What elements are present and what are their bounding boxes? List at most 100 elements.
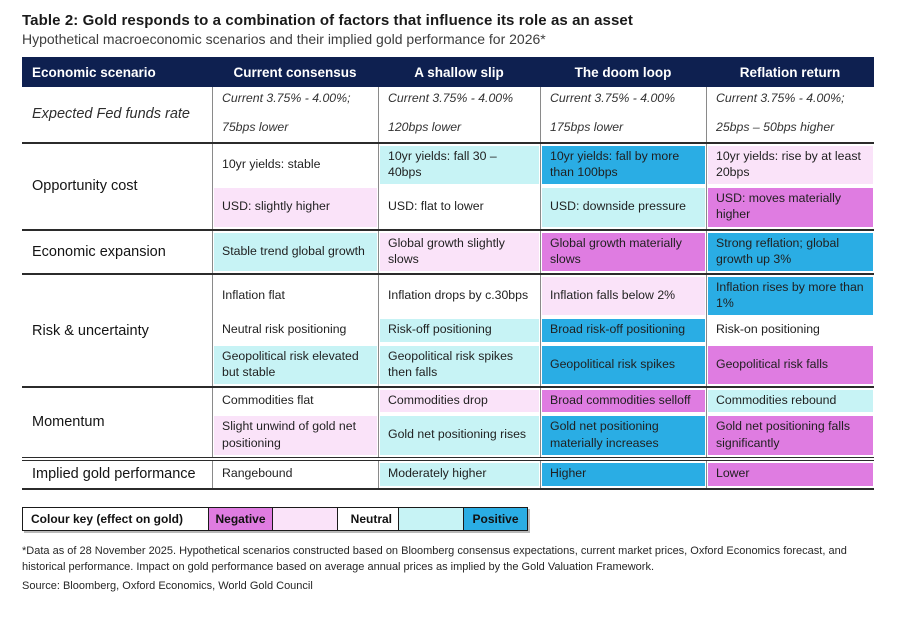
row-group: Opportunity cost 10yr yields: stable 10yr … (22, 141, 874, 229)
page: Table 2: Gold responds to a combination … (0, 12, 903, 639)
table-cell: Risk-off positioning (378, 317, 540, 344)
table-cell: Inflation flat (212, 275, 378, 318)
table-cell: Rangebound (212, 461, 378, 488)
column-header: Current consensus (233, 64, 357, 80)
table-cell: Geopolitical risk elevated but stable (212, 343, 378, 387)
colour-key-swatch-pos2: Positive (463, 506, 528, 531)
table-cell-value: Geopolitical risk elevated but stable (214, 345, 377, 385)
table-cell: Gold net positioning materially increase… (540, 414, 706, 457)
table-cell: Current 3.75% - 4.00%; 75bps lower (212, 87, 378, 142)
table-cell-value: Commodities rebound (708, 390, 873, 413)
row-group: Expected Fed funds rate Current 3.75% - 4… (22, 87, 874, 142)
table-cell: Inflation rises by more than 1% (706, 275, 874, 318)
table-cell-value: Gold net positioning rises (380, 416, 539, 455)
table-cell: Inflation drops by c.30bps (378, 275, 540, 318)
table-cell-value: Commodities drop (380, 390, 539, 413)
table-cell-value: USD: slightly higher (214, 188, 377, 227)
row-group: Risk & uncertainty Inflation flat Inflatio… (22, 273, 874, 387)
table-cell: Moderately higher (378, 461, 540, 488)
table-cell: Global growth materially slows (540, 230, 706, 274)
column-header: Economic scenario (32, 64, 156, 80)
table-cell-value: USD: flat to lower (380, 188, 539, 227)
table-cell-value: Inflation falls below 2% (542, 277, 705, 316)
table-cell-value: 10yr yields: rise by at least 20bps (708, 145, 873, 185)
table-cell: Commodities flat (212, 388, 378, 415)
table-cell: Geopolitical risk spikes (540, 343, 706, 387)
table-cell-value: Stable trend global growth (214, 232, 377, 272)
table-cell: Gold net positioning rises (378, 414, 540, 457)
row-group: Implied gold performance Rangebound Modera… (22, 461, 874, 490)
table-cell-value: USD: downside pressure (542, 188, 705, 227)
colour-key-swatch-neg1 (272, 506, 338, 531)
footnote: *Data as of 28 November 2025. Hypothetic… (22, 544, 847, 574)
table-cell-value: Strong reflation; global growth up 3% (708, 232, 873, 272)
table-cell-value: Inflation rises by more than 1% (708, 277, 873, 316)
table-cell-value: 10yr yields: stable (214, 145, 377, 185)
table-cell-value: Lower (708, 463, 873, 486)
table-cell-value: Current 3.75% - 4.00%; 25bps – 50bps high… (708, 89, 873, 140)
table-cell-value: Gold net positioning materially increase… (542, 416, 705, 455)
colour-key-swatch-neutral: Neutral (337, 506, 399, 531)
column-header: Reflation return (739, 64, 841, 80)
table-cell-value: Slight unwind of gold net positioning (214, 416, 377, 455)
table-cell: Current 3.75% - 4.00% 120bps lower (378, 87, 540, 142)
table-cell-value: Risk-off positioning (380, 319, 539, 342)
table-cell: Gold net positioning falls significantly (706, 414, 874, 457)
table-cell: Geopolitical risk spikes then falls (378, 343, 540, 387)
row-group-label: Opportunity cost (32, 178, 138, 195)
table-cell: USD: slightly higher (212, 186, 378, 229)
colour-key-label: Colour key (effect on gold) (22, 506, 209, 531)
table-cell-value: Gold net positioning falls significantly (708, 416, 873, 455)
table-cell: Commodities rebound (706, 388, 874, 415)
table-cell: USD: downside pressure (540, 186, 706, 229)
table-cell: Stable trend global growth (212, 230, 378, 274)
table-cell-value: 10yr yields: fall 30 – 40bps (380, 145, 539, 185)
colour-key-swatch-pos1 (398, 506, 464, 531)
table-cell: Higher (540, 461, 706, 488)
column-header: A shallow slip (414, 64, 504, 80)
table-cell-value: Risk-on positioning (708, 319, 873, 342)
table-cell: 10yr yields: stable (212, 143, 378, 187)
table-subtitle: Hypothetical macroeconomic scenarios and… (22, 31, 546, 47)
column-header: The doom loop (574, 64, 672, 80)
table-cell-value: Current 3.75% - 4.00%; 75bps lower (214, 89, 377, 140)
row-group-label: Risk & uncertainty (32, 322, 149, 339)
table-cell-value: Neutral risk positioning (214, 319, 377, 342)
table-cell-value: Broad risk-off positioning (542, 319, 705, 342)
table-cell: Current 3.75% - 4.00% 175bps lower (540, 87, 706, 142)
table-cell-value: Current 3.75% - 4.00% 120bps lower (380, 89, 539, 140)
table-cell-value: Moderately higher (380, 463, 539, 486)
row-group-label: Economic expansion (32, 243, 166, 260)
table-cell-value: Current 3.75% - 4.00% 175bps lower (542, 89, 705, 140)
source-line: Source: Bloomberg, Oxford Economics, Wor… (22, 579, 313, 592)
double-separator (22, 456, 874, 462)
table-body: Expected Fed funds rate Current 3.75% - 4… (22, 87, 874, 490)
table-cell: Commodities drop (378, 388, 540, 415)
table-cell: Current 3.75% - 4.00%; 25bps – 50bps high… (706, 87, 874, 142)
table-cell-value: Inflation drops by c.30bps (380, 277, 539, 316)
row-group-label: Momentum (32, 414, 105, 431)
table-cell-value: USD: moves materially higher (708, 188, 873, 227)
row-group-label: Expected Fed funds rate (32, 106, 190, 123)
table-cell: Broad risk-off positioning (540, 317, 706, 344)
table-cell-value: Geopolitical risk spikes (542, 345, 705, 385)
table-cell: 10yr yields: fall 30 – 40bps (378, 143, 540, 187)
table-cell-value: Inflation flat (214, 277, 377, 316)
table-cell: Geopolitical risk falls (706, 343, 874, 387)
table-header: Economic scenario Current consensus A shal… (22, 57, 874, 87)
table-cell-value: Global growth slightly slows (380, 232, 539, 272)
table-cell-value: Higher (542, 463, 705, 486)
table-cell-value: Geopolitical risk falls (708, 345, 873, 385)
table-cell: 10yr yields: fall by more than 100bps (540, 143, 706, 187)
table-cell-value: Broad commodities selloff (542, 390, 705, 413)
table-cell-value: Commodities flat (214, 390, 377, 413)
table-cell: Broad commodities selloff (540, 388, 706, 415)
scenario-table: Economic scenario Current consensus A shal… (22, 57, 874, 490)
row-group: Momentum Commodities flat Commodities drop… (22, 386, 874, 457)
row-group: Economic expansion Stable trend global gr… (22, 228, 874, 274)
table-title: Table 2: Gold responds to a combination … (22, 12, 633, 29)
table-cell: Global growth slightly slows (378, 230, 540, 274)
colour-key-swatch-neg2: Negative (208, 506, 273, 531)
table-cell-value: Global growth materially slows (542, 232, 705, 272)
table-cell-value: Rangebound (214, 463, 377, 486)
